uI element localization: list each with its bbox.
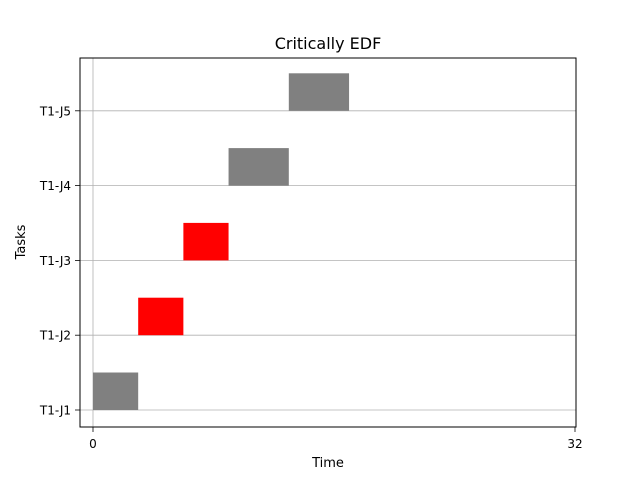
y-tick-label: T1-J2 [39, 329, 71, 343]
y-tick-label: T1-J3 [39, 254, 71, 268]
tick-layer: T1-J1 T1-J2 T1-J3 T1-J4 T1-J5 0 32 [39, 104, 583, 451]
y-axis-label: Tasks [14, 224, 29, 260]
y-tick-label: T1-J1 [39, 404, 71, 418]
bar-t1-j5 [288, 73, 350, 111]
chart-title: Critically EDF [275, 34, 382, 53]
bar-t1-j3 [183, 222, 229, 261]
y-tick-label: T1-J4 [39, 179, 71, 193]
bar-layer [93, 73, 350, 410]
bar-t1-j2 [138, 297, 184, 336]
x-axis-label: Time [311, 456, 344, 471]
plot-frame [79, 57, 577, 428]
x-tick-label: 32 [567, 437, 582, 451]
x-tick-label: 0 [89, 437, 97, 451]
bar-t1-j1 [93, 372, 139, 410]
y-tick-label: T1-J5 [39, 104, 71, 118]
bar-t1-j4 [228, 148, 289, 186]
